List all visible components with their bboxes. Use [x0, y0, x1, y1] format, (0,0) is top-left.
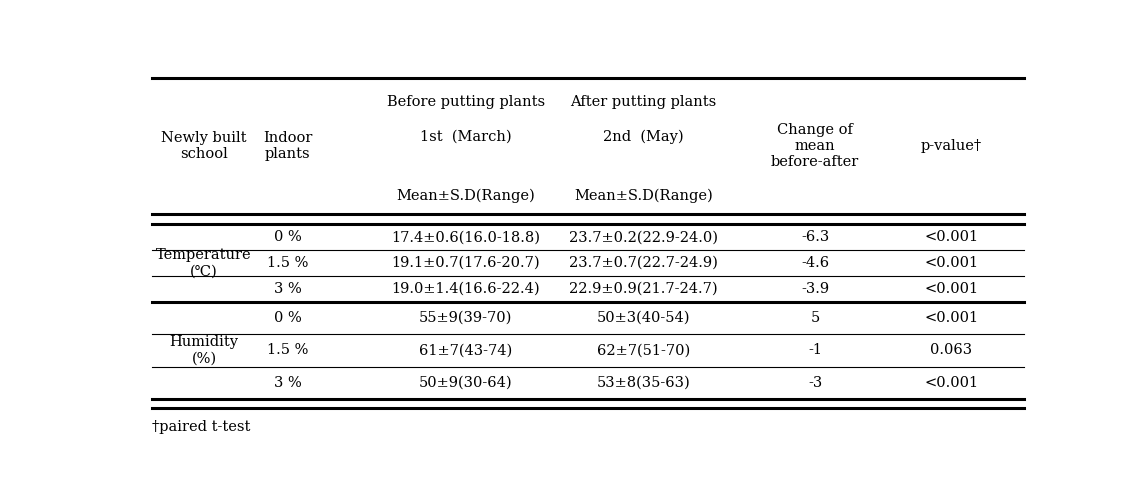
Text: 61±7(43-74): 61±7(43-74): [419, 343, 512, 357]
Text: -6.3: -6.3: [801, 230, 829, 244]
Text: Newly built
school: Newly built school: [161, 131, 247, 161]
Text: Mean±S.D(Range): Mean±S.D(Range): [396, 189, 535, 203]
Text: 0.063: 0.063: [930, 343, 972, 357]
Text: 5: 5: [810, 311, 820, 325]
Text: Before putting plants: Before putting plants: [387, 95, 544, 109]
Text: 23.7±0.7(22.7-24.9): 23.7±0.7(22.7-24.9): [569, 256, 718, 270]
Text: Change of
mean
before-after: Change of mean before-after: [771, 122, 860, 169]
Text: Humidity
(%): Humidity (%): [170, 335, 239, 365]
Text: 0 %: 0 %: [273, 311, 302, 325]
Text: Mean±S.D(Range): Mean±S.D(Range): [574, 189, 713, 203]
Text: 62±7(51-70): 62±7(51-70): [597, 343, 690, 357]
Text: 53±8(35-63): 53±8(35-63): [597, 375, 690, 390]
Text: p-value†: p-value†: [921, 139, 982, 153]
Text: -4.6: -4.6: [801, 256, 829, 270]
Text: -3.9: -3.9: [801, 282, 829, 296]
Text: <0.001: <0.001: [924, 256, 978, 270]
Text: 1st  (March): 1st (March): [420, 130, 511, 143]
Text: <0.001: <0.001: [924, 311, 978, 325]
Text: Indoor
plants: Indoor plants: [263, 131, 312, 161]
Text: 50±9(30-64): 50±9(30-64): [419, 375, 512, 390]
Text: 55±9(39-70): 55±9(39-70): [419, 311, 512, 325]
Text: Temperature
(℃): Temperature (℃): [156, 248, 251, 278]
Text: After putting plants: After putting plants: [571, 95, 716, 109]
Text: 22.9±0.9(21.7-24.7): 22.9±0.9(21.7-24.7): [569, 282, 718, 296]
Text: 1.5 %: 1.5 %: [267, 256, 309, 270]
Text: 3 %: 3 %: [273, 282, 302, 296]
Text: 19.0±1.4(16.6-22.4): 19.0±1.4(16.6-22.4): [391, 282, 540, 296]
Text: -1: -1: [808, 343, 822, 357]
Text: 2nd  (May): 2nd (May): [603, 129, 684, 144]
Text: <0.001: <0.001: [924, 230, 978, 244]
Text: 1.5 %: 1.5 %: [267, 343, 309, 357]
Text: 19.1±0.7(17.6-20.7): 19.1±0.7(17.6-20.7): [391, 256, 540, 270]
Text: 50±3(40-54): 50±3(40-54): [597, 311, 690, 325]
Text: 23.7±0.2(22.9-24.0): 23.7±0.2(22.9-24.0): [569, 230, 718, 244]
Text: 0 %: 0 %: [273, 230, 302, 244]
Text: 3 %: 3 %: [273, 375, 302, 390]
Text: 17.4±0.6(16.0-18.8): 17.4±0.6(16.0-18.8): [391, 230, 540, 244]
Text: <0.001: <0.001: [924, 375, 978, 390]
Text: <0.001: <0.001: [924, 282, 978, 296]
Text: †paired t-test: †paired t-test: [153, 420, 250, 434]
Text: -3: -3: [808, 375, 822, 390]
